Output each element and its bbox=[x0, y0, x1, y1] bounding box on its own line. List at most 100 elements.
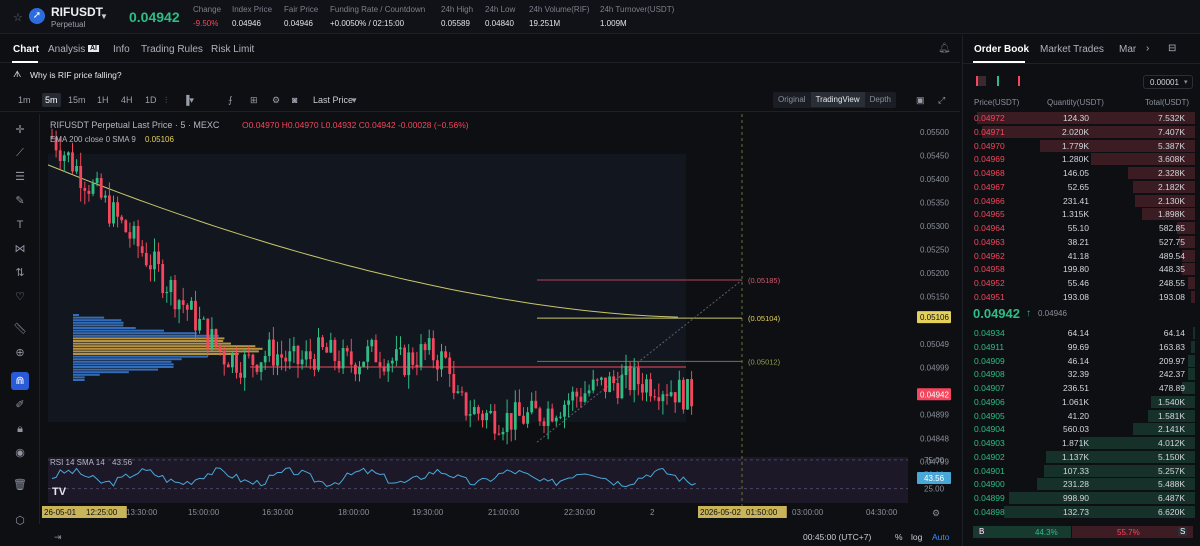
ask-row[interactable]: 0.04958 199.80 448.35 bbox=[963, 262, 1195, 276]
rsi-legend-label[interactable]: RSI 14 SMA 14 bbox=[50, 458, 105, 467]
collapse-icon[interactable]: ⬡ bbox=[15, 515, 25, 527]
tabs-next-icon[interactable]: › bbox=[1146, 43, 1150, 54]
stat-5: 24h Low 0.04840 bbox=[485, 5, 515, 28]
asks-only-view-icon[interactable] bbox=[1018, 76, 1028, 86]
text-tool-icon[interactable]: T bbox=[16, 219, 24, 231]
ask-row[interactable]: 0.04967 52.65 2.182K bbox=[963, 180, 1195, 194]
settings-icon[interactable]: ⚙ bbox=[272, 95, 281, 105]
pencil-lock-icon[interactable]: ✐ bbox=[15, 399, 25, 411]
bid-row[interactable]: 0.04898 132.73 6.620K bbox=[963, 505, 1195, 519]
bid-row[interactable]: 0.04899 998.90 6.487K bbox=[963, 491, 1195, 505]
percent-scale-toggle[interactable]: % bbox=[895, 532, 903, 542]
depth-bar bbox=[982, 125, 1195, 138]
bid-row[interactable]: 0.04911 99.69 163.83 bbox=[963, 340, 1195, 354]
zoom-icon[interactable]: ⊕ bbox=[15, 347, 25, 359]
row-quantity: 1.871K bbox=[1062, 438, 1089, 448]
tab-analysis[interactable]: Analysis bbox=[48, 44, 86, 55]
fullscreen-icon[interactable]: ⤢ bbox=[938, 95, 946, 105]
bid-row[interactable]: 0.04906 1.061K 1.540K bbox=[963, 395, 1195, 409]
bid-row[interactable]: 0.04903 1.871K 4.012K bbox=[963, 436, 1195, 450]
view-tradingview[interactable]: TradingView bbox=[810, 92, 865, 107]
eye-icon[interactable]: ◉ bbox=[15, 447, 25, 459]
log-scale-toggle[interactable]: log bbox=[911, 532, 923, 542]
chart-canvas[interactable]: (0.05185) (0.05104) (0.05012) 0.05500 0.054… bbox=[40, 114, 952, 524]
row-price: 0.04903 bbox=[974, 438, 1005, 448]
tab-market-trades[interactable]: Market Trades bbox=[1040, 44, 1104, 55]
view-original[interactable]: Original bbox=[778, 95, 806, 104]
candle-body bbox=[612, 376, 616, 384]
tab-chart[interactable]: Chart bbox=[13, 44, 40, 55]
goto-date-icon[interactable]: ⇥ bbox=[54, 532, 62, 542]
fib-tool-icon[interactable]: ☰ bbox=[15, 171, 25, 183]
ask-row[interactable]: 0.04972 124.30 7.532K bbox=[963, 111, 1195, 125]
price-type-select[interactable]: Last Price bbox=[313, 95, 354, 105]
bid-row[interactable]: 0.04934 64.14 64.14 bbox=[963, 326, 1195, 340]
crosshair-icon[interactable]: ✛ bbox=[15, 124, 25, 136]
ask-row[interactable]: 0.04964 55.10 582.85 bbox=[963, 221, 1195, 235]
bids-only-view-icon[interactable] bbox=[997, 76, 1007, 86]
brush-icon[interactable]: ✎ bbox=[15, 195, 25, 207]
lock-icon[interactable]: 🔒︎ bbox=[17, 423, 23, 435]
bid-row[interactable]: 0.04908 32.39 242.37 bbox=[963, 367, 1195, 381]
trash-icon[interactable]: 🗑︎ bbox=[13, 479, 27, 491]
view-depth[interactable]: Depth bbox=[869, 95, 891, 104]
interval-1H[interactable]: 1H bbox=[97, 95, 109, 105]
template-icon[interactable]: ⊞ bbox=[250, 95, 258, 105]
bid-row[interactable]: 0.04900 231.28 5.488K bbox=[963, 477, 1195, 491]
favorite-star-icon[interactable]: ☆ bbox=[13, 12, 23, 24]
layout-icon[interactable]: ▣ bbox=[916, 95, 925, 105]
interval-4H[interactable]: 4H bbox=[121, 95, 133, 105]
ask-row[interactable]: 0.04970 1.779K 5.387K bbox=[963, 139, 1195, 153]
ask-row[interactable]: 0.04966 231.41 2.130K bbox=[963, 194, 1195, 208]
price-notice-bar[interactable]: ᗑ Why is RIF price falling? bbox=[0, 64, 960, 86]
precision-select[interactable]: 0.00001 ▾ bbox=[1143, 75, 1193, 89]
both-sides-view-icon[interactable] bbox=[976, 76, 986, 86]
bid-row[interactable]: 0.04909 46.14 209.97 bbox=[963, 354, 1195, 368]
stat-3: Funding Rate / Countdown +0.0050% / 02:15… bbox=[330, 5, 425, 28]
ask-row[interactable]: 0.04969 1.280K 3.608K bbox=[963, 152, 1195, 166]
prediction-tool-icon[interactable]: ⇅ bbox=[15, 267, 25, 279]
price-chart[interactable]: (0.05185) (0.05104) (0.05012) 0.05500 0.054… bbox=[40, 114, 952, 524]
tab-order-book[interactable]: Order Book bbox=[974, 44, 1030, 55]
axis-settings-icon[interactable]: ⚙ bbox=[932, 508, 940, 518]
chart-type-icon[interactable]: ⫶ bbox=[165, 95, 168, 105]
tab-risk-limit[interactable]: Risk Limit bbox=[211, 44, 255, 55]
bid-row[interactable]: 0.04907 236.51 478.89 bbox=[963, 381, 1195, 395]
camera-icon[interactable]: ◙ bbox=[292, 95, 298, 105]
ask-row[interactable]: 0.04965 1.315K 1.898K bbox=[963, 207, 1195, 221]
heart-icon[interactable]: ♡ bbox=[15, 291, 25, 303]
bid-row[interactable]: 0.04902 1.137K 5.150K bbox=[963, 450, 1195, 464]
candle-style-icon[interactable]: ▐▾ bbox=[183, 95, 194, 105]
bid-row[interactable]: 0.04904 560.03 2.141K bbox=[963, 422, 1195, 436]
ask-row[interactable]: 0.04963 38.21 527.75 bbox=[963, 235, 1195, 249]
candle-body bbox=[600, 377, 603, 380]
symbol-dropdown-icon[interactable]: ▼ bbox=[100, 12, 108, 21]
magnet-icon[interactable]: ⋒ bbox=[11, 372, 29, 390]
candle-body bbox=[534, 400, 538, 409]
ask-row[interactable]: 0.04952 55.46 248.55 bbox=[963, 276, 1195, 290]
ask-row[interactable]: 0.04968 146.05 2.328K bbox=[963, 166, 1195, 180]
expand-panel-icon[interactable]: ⊟ bbox=[1168, 43, 1177, 54]
indicators-icon[interactable]: ⨍ bbox=[228, 95, 233, 105]
tab-trading-rules[interactable]: Trading Rules bbox=[141, 44, 203, 55]
interval-5m[interactable]: 5m bbox=[42, 93, 61, 107]
ema-legend-label[interactable]: EMA 200 close 0 SMA 9 bbox=[50, 135, 136, 144]
tab-info[interactable]: Info bbox=[113, 44, 130, 55]
bid-row[interactable]: 0.04901 107.33 5.257K bbox=[963, 464, 1195, 478]
bell-icon[interactable]: 🔔︎ bbox=[938, 43, 951, 54]
interval-1D[interactable]: 1D bbox=[145, 95, 157, 105]
symbol-name[interactable]: RIFUSDT bbox=[51, 5, 103, 19]
interval-1m[interactable]: 1m bbox=[18, 95, 31, 105]
bid-row[interactable]: 0.04905 41.20 1.581K bbox=[963, 409, 1195, 423]
line-tool-icon[interactable]: ⟋ bbox=[16, 147, 24, 159]
ask-row[interactable]: 0.04951 193.08 193.08 bbox=[963, 290, 1195, 304]
auto-scale-toggle[interactable]: Auto bbox=[932, 532, 950, 542]
pattern-tool-icon[interactable]: ⋈ bbox=[14, 243, 26, 255]
ask-row[interactable]: 0.04971 2.020K 7.407K bbox=[963, 125, 1195, 139]
tab-market-more[interactable]: Mar bbox=[1119, 44, 1137, 55]
interval-15m[interactable]: 15m bbox=[68, 95, 86, 105]
chart-clock[interactable]: 00:45:00 (UTC+7) bbox=[803, 532, 872, 542]
ruler-icon[interactable]: 📏︎ bbox=[13, 323, 27, 335]
ask-row[interactable]: 0.04962 41.18 489.54 bbox=[963, 249, 1195, 263]
price-type-chevron-icon[interactable]: ▾ bbox=[352, 95, 357, 105]
